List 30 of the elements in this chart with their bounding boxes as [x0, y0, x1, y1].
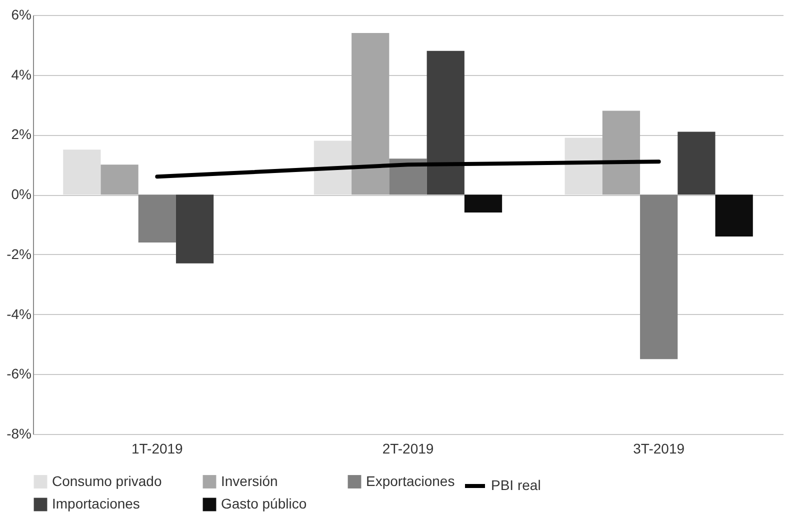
y-tick-label: -8% [6, 426, 32, 442]
bar [138, 194, 176, 242]
y-tick-label: 6% [11, 6, 32, 22]
x-tick-label: 3T-2019 [633, 440, 685, 456]
bar [314, 140, 352, 195]
bar [176, 194, 214, 264]
bar [63, 150, 101, 195]
y-tick-label: 2% [11, 126, 32, 142]
bar [352, 32, 390, 195]
y-tick-label: 0% [11, 186, 32, 202]
legend-label: Inversión [221, 472, 278, 489]
bar [715, 194, 753, 236]
x-tick-label: 2T-2019 [382, 440, 434, 456]
y-tick-label: -2% [6, 246, 32, 262]
legend-label: PBI real [491, 477, 541, 493]
bar [564, 138, 602, 195]
y-tick-label: -4% [6, 306, 32, 322]
legend-label: Gasto público [221, 496, 307, 512]
bar [640, 194, 678, 360]
legend-label: Consumo privado [52, 472, 162, 489]
bar [464, 194, 502, 213]
y-tick-label: 4% [11, 66, 32, 82]
bar [678, 132, 716, 195]
bar [100, 164, 138, 195]
bar [426, 50, 464, 195]
bar [602, 110, 640, 195]
legend-label: Exportaciones [366, 472, 455, 489]
x-tick-label: 1T-2019 [131, 440, 184, 456]
y-tick-label: -6% [6, 366, 32, 382]
legend-label: Importaciones [52, 496, 140, 512]
